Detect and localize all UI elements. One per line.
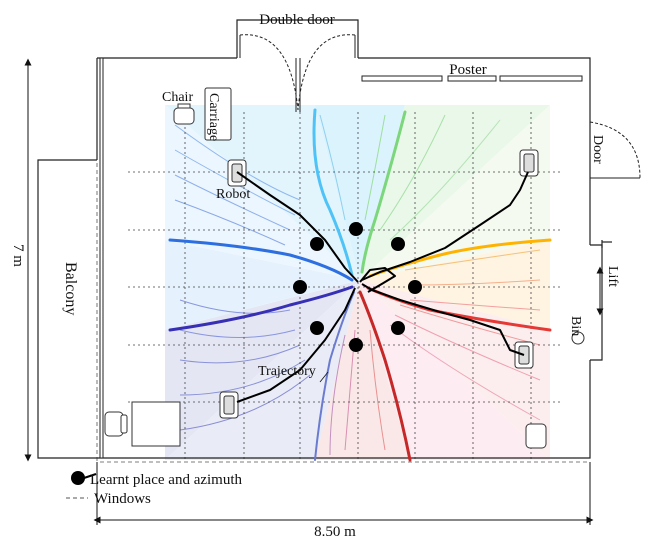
learnt-place	[310, 237, 324, 251]
bin-icon	[525, 423, 547, 449]
balcony-label: Balcony	[62, 262, 79, 315]
learnt-place	[293, 280, 307, 294]
chair-icon	[104, 411, 124, 437]
grid-lines	[128, 112, 560, 460]
desk-icon	[131, 401, 181, 447]
door-label: Door	[590, 135, 605, 164]
legend-place-label: Learnt place and azimuth	[90, 472, 243, 488]
trajectory-paths	[236, 171, 529, 403]
learnt-place	[408, 280, 422, 294]
labels: Double door Poster Chair Carriage Robot …	[10, 12, 620, 540]
double-door-icon	[239, 34, 356, 112]
learnt-place	[349, 338, 363, 352]
learnt-place	[349, 222, 363, 236]
legend-place-marker	[71, 471, 85, 485]
dimension-lines	[24, 58, 604, 525]
trajectory-label: Trajectory	[258, 364, 316, 379]
bin-icon	[571, 331, 585, 345]
chair-label: Chair	[162, 90, 193, 105]
carriage-icon	[204, 87, 232, 141]
poster-label: Poster	[449, 62, 487, 78]
legend-windows-label: Windows	[94, 491, 151, 507]
legend: Learnt place and azimuth Windows	[66, 471, 243, 507]
balcony-rails	[99, 57, 104, 459]
learnt-place	[310, 321, 324, 335]
double-door-label: Double door	[259, 12, 334, 28]
robot-label: Robot	[216, 187, 250, 202]
windows	[96, 58, 590, 463]
field-contours	[174, 114, 541, 456]
height-label: 7 m	[10, 244, 26, 267]
door-icon	[589, 121, 641, 179]
chair-icon	[173, 107, 195, 125]
carriage-label: Carriage	[206, 93, 221, 141]
learnt-place	[391, 237, 405, 251]
learnt-places	[293, 222, 422, 352]
lift-label: Lift	[605, 266, 620, 287]
furniture	[104, 87, 585, 449]
walls	[37, 19, 612, 459]
learnt-place	[391, 321, 405, 335]
label-pointers	[319, 371, 329, 383]
poster-icon	[361, 75, 583, 82]
bin-label: Bin	[568, 316, 583, 336]
width-label: 8.50 m	[314, 524, 356, 540]
